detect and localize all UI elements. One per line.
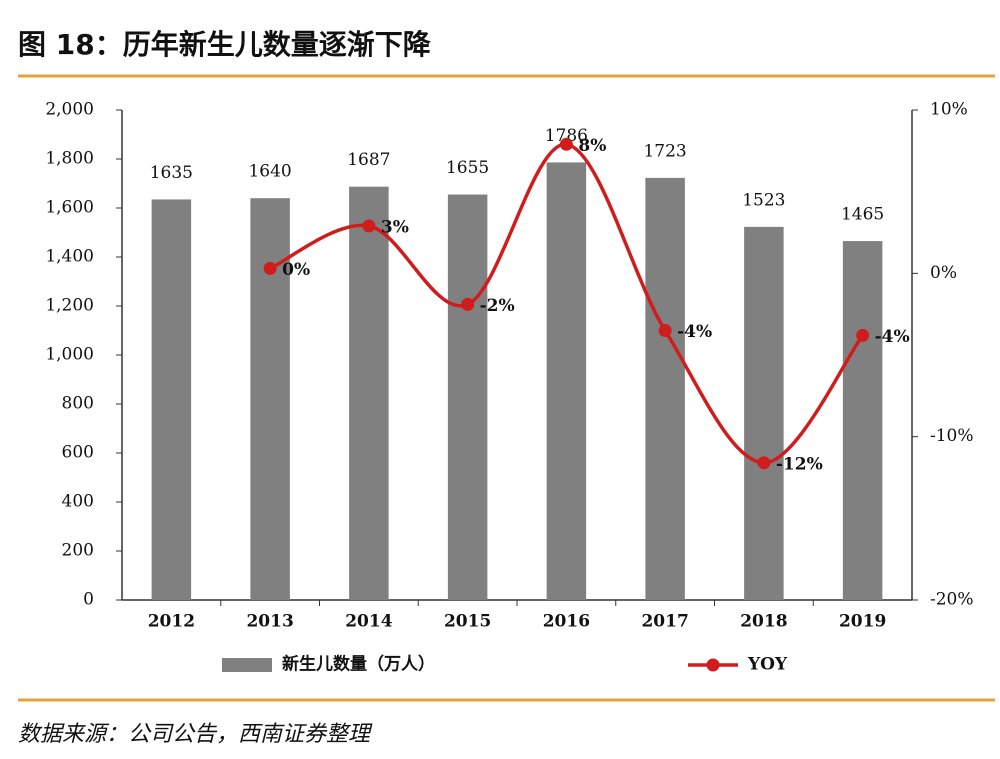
y2-tick-label: -10%	[930, 426, 974, 446]
bar-label: 1523	[742, 190, 785, 210]
legend-label: 新生儿数量（万人）	[282, 654, 435, 675]
y-tick-label: 200	[62, 541, 94, 561]
y-tick-label: 0	[83, 590, 94, 610]
y2-tick-label: 10%	[930, 100, 968, 120]
chart-title: 图 18：历年新生儿数量逐渐下降	[18, 28, 432, 61]
y-tick-label: 1,200	[45, 296, 94, 316]
line-point	[263, 261, 277, 275]
legend-label: YOY	[747, 655, 788, 675]
y-tick-label: 1,600	[45, 198, 94, 218]
x-tick-label: 2018	[740, 612, 787, 632]
x-tick-label: 2016	[543, 612, 590, 632]
bar-label: 1687	[347, 150, 390, 170]
bar	[744, 226, 784, 601]
legend-swatch	[706, 658, 720, 672]
y2-tick-label: 0%	[930, 263, 957, 283]
bar	[645, 177, 685, 601]
point-label: -12%	[776, 454, 823, 474]
x-tick-label: 2019	[839, 612, 886, 632]
bar	[546, 162, 587, 600]
y2-tick-label: -20%	[930, 590, 974, 610]
point-label: 3%	[381, 217, 409, 237]
line-point	[757, 456, 771, 470]
bar-label: 1640	[248, 162, 291, 182]
line-point	[362, 219, 376, 233]
bar-label: 1655	[446, 158, 489, 178]
bar	[349, 186, 389, 600]
bar	[842, 241, 883, 600]
y-tick-label: 1,800	[45, 149, 94, 169]
line-point	[559, 137, 573, 151]
point-label: 0%	[282, 260, 310, 280]
y-tick-label: 1,400	[45, 247, 94, 267]
y-tick-label: 600	[62, 443, 94, 463]
y-tick-label: 800	[62, 394, 94, 414]
source-note: 数据来源：公司公告，西南证券整理	[18, 722, 373, 747]
y-tick-label: 1,000	[45, 345, 94, 365]
y-tick-label: 2,000	[45, 100, 94, 120]
point-label: 8%	[578, 136, 606, 156]
y-tick-label: 400	[62, 492, 94, 512]
x-tick-label: 2015	[444, 612, 491, 632]
bar	[447, 194, 488, 600]
x-tick-label: 2012	[148, 612, 195, 632]
line-point	[658, 324, 672, 337]
x-tick-label: 2014	[345, 612, 392, 632]
line-point	[856, 328, 870, 342]
bar	[151, 199, 192, 601]
point-label: -4%	[677, 322, 712, 342]
line-point	[461, 297, 475, 311]
bar-label: 1723	[643, 141, 686, 161]
bar-label: 1635	[150, 163, 193, 183]
point-label: -4%	[875, 327, 910, 347]
point-label: -2%	[480, 296, 515, 316]
x-tick-label: 2013	[246, 612, 293, 632]
bar-label: 1465	[841, 205, 884, 225]
legend-swatch	[222, 658, 272, 672]
bar-label: 1786	[545, 126, 588, 146]
x-tick-label: 2017	[641, 612, 688, 632]
